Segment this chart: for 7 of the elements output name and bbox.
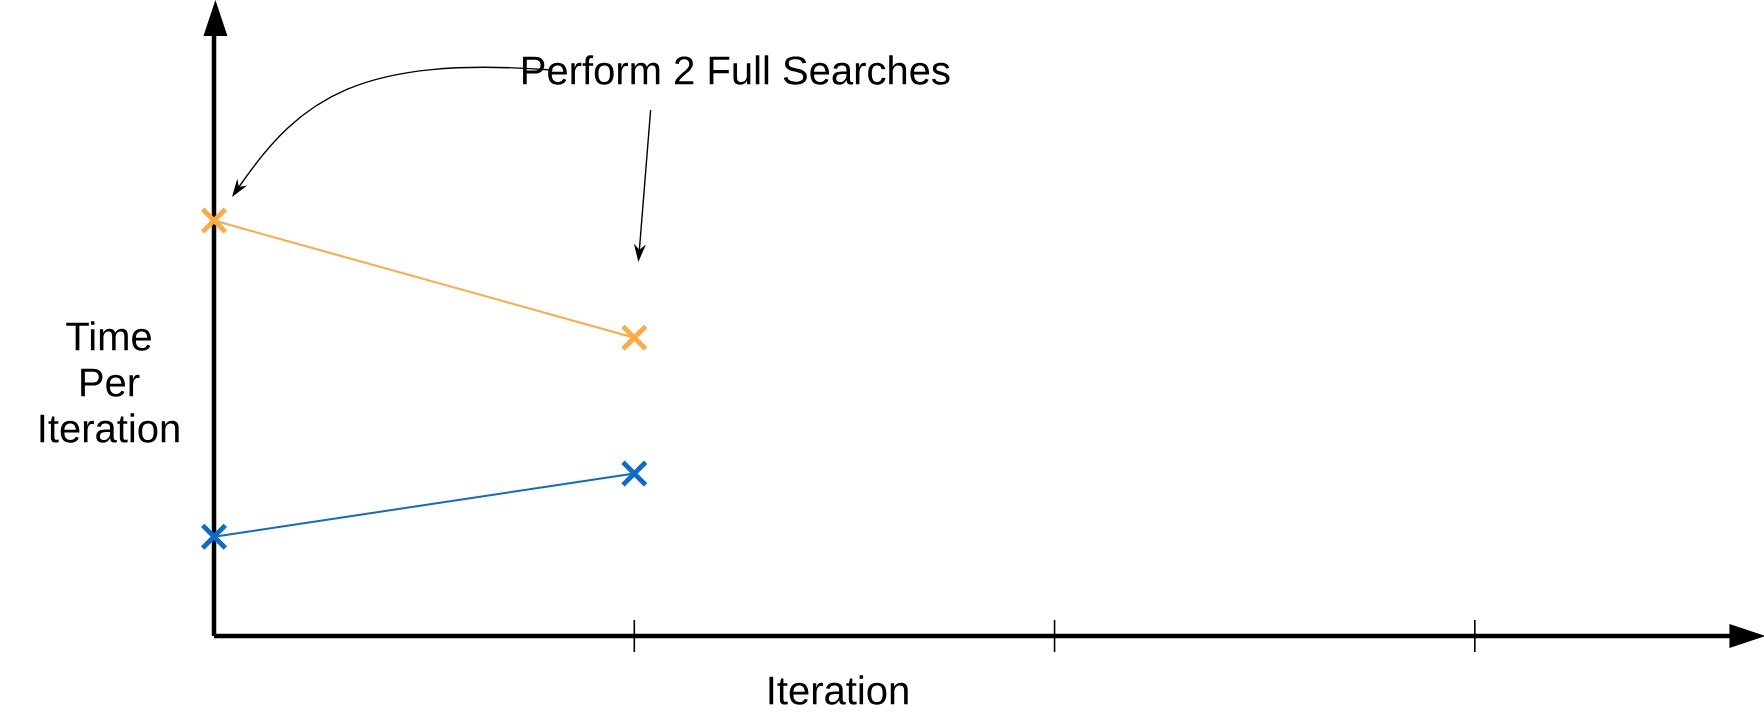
point (200, 523, 228, 551)
x-axis-title: Iteration (769, 675, 908, 705)
y-axis-title: Time Per Iteration (40, 321, 179, 443)
point (200, 206, 228, 235)
text: Perform 2 Full Searches (523, 55, 950, 85)
point (620, 324, 648, 352)
point (620, 459, 648, 488)
